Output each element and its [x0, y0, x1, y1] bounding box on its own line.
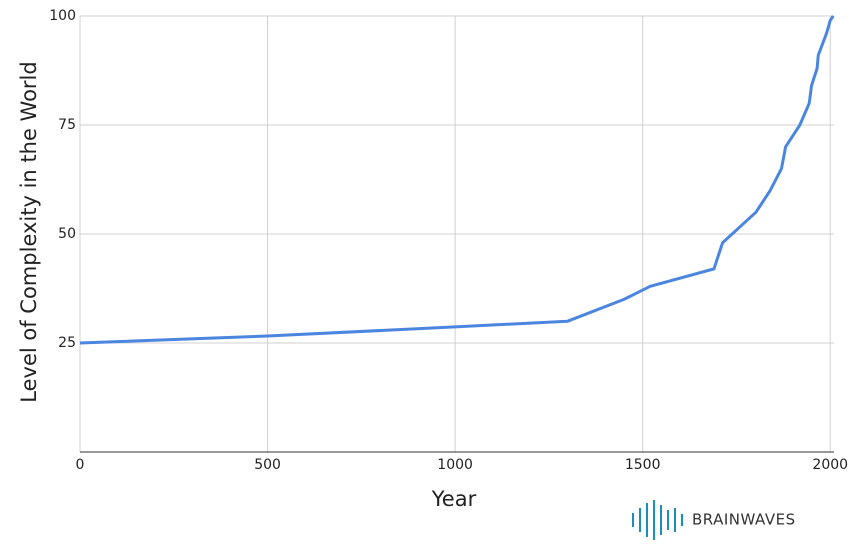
x-tick-label: 1500 [625, 457, 661, 473]
y-tick-label: 25 [58, 335, 76, 351]
x-tick-label: 2000 [812, 457, 848, 473]
brand-name: BRAINWAVES [692, 511, 796, 529]
x-tick-label: 500 [254, 457, 281, 473]
y-tick-label: 75 [58, 117, 76, 133]
x-tick-label: 1000 [437, 457, 473, 473]
y-tick-label: 100 [49, 8, 76, 24]
brand-logo [632, 500, 683, 540]
data-line [79, 15, 835, 345]
x-axis-label: Year [431, 487, 477, 511]
y-tick-label: 50 [58, 226, 76, 242]
y-axis-label: Level of Complexity in the World [17, 61, 41, 402]
x-tick-label: 0 [76, 457, 85, 473]
